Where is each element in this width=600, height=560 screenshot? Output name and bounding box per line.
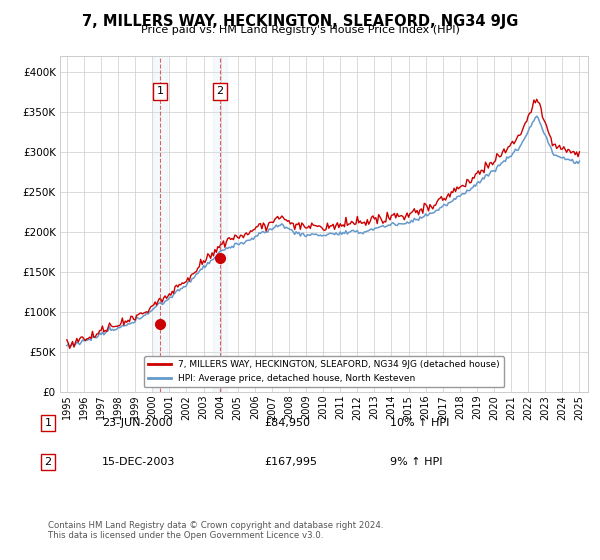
Text: £84,950: £84,950 xyxy=(264,418,310,428)
Text: 1: 1 xyxy=(157,86,164,96)
Text: Contains HM Land Registry data © Crown copyright and database right 2024.
This d: Contains HM Land Registry data © Crown c… xyxy=(48,521,383,540)
Bar xyxy=(213,56,227,392)
Text: 1: 1 xyxy=(44,418,52,428)
Text: 9% ↑ HPI: 9% ↑ HPI xyxy=(390,457,443,467)
Text: 15-DEC-2003: 15-DEC-2003 xyxy=(102,457,175,467)
Text: 2: 2 xyxy=(44,457,52,467)
Text: 23-JUN-2000: 23-JUN-2000 xyxy=(102,418,173,428)
Bar xyxy=(154,56,167,392)
Text: £167,995: £167,995 xyxy=(264,457,317,467)
Text: Price paid vs. HM Land Registry's House Price Index (HPI): Price paid vs. HM Land Registry's House … xyxy=(140,25,460,35)
Text: 2: 2 xyxy=(217,86,224,96)
Text: 10% ↑ HPI: 10% ↑ HPI xyxy=(390,418,449,428)
Legend: 7, MILLERS WAY, HECKINGTON, SLEAFORD, NG34 9JG (detached house), HPI: Average pr: 7, MILLERS WAY, HECKINGTON, SLEAFORD, NG… xyxy=(144,356,504,388)
Text: 7, MILLERS WAY, HECKINGTON, SLEAFORD, NG34 9JG: 7, MILLERS WAY, HECKINGTON, SLEAFORD, NG… xyxy=(82,14,518,29)
